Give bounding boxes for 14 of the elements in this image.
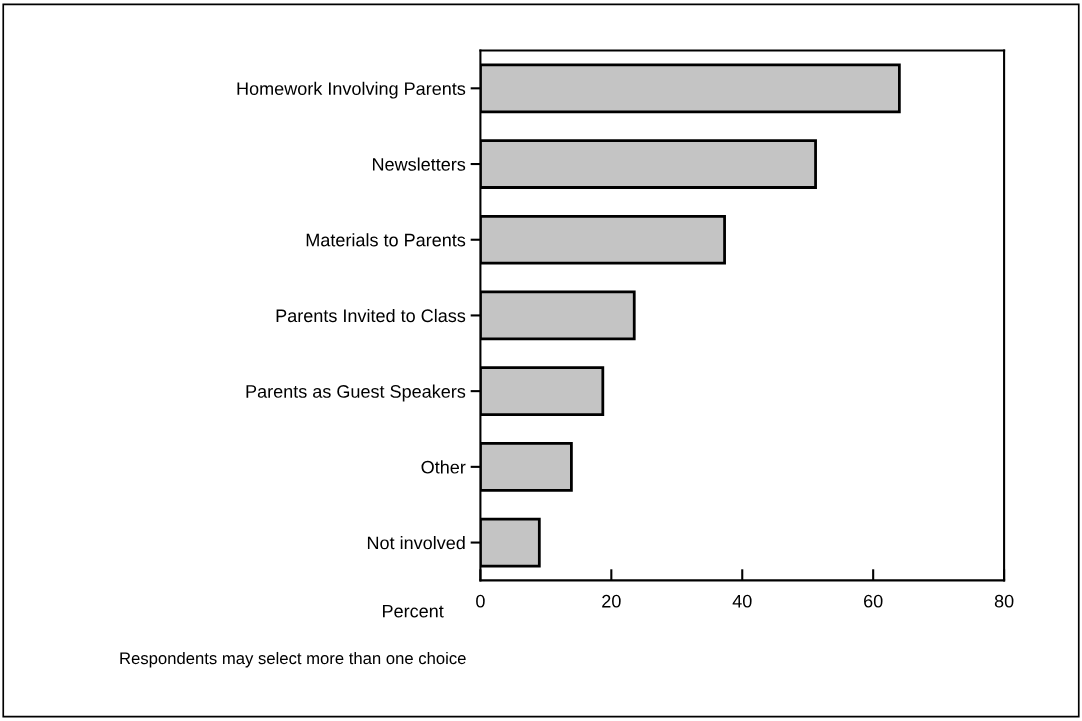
y-tick-label: Newsletters (372, 157, 466, 171)
y-tick-label: Materials to Parents (306, 233, 466, 247)
x-tick-label: 60 (864, 594, 883, 608)
x-axis-title: Percent (383, 604, 444, 618)
x-tick-label: 20 (602, 594, 621, 608)
y-tick-label: Not involved (367, 536, 465, 550)
x-tick-label: 80 (994, 594, 1014, 608)
text: Respondents may select more than one choice (120, 651, 466, 668)
y-tick-label: Other (421, 460, 466, 474)
y-tick-label: Parents as Guest Speakers (246, 384, 466, 402)
x-tick-label: 0 (476, 594, 485, 608)
y-tick-label: Parents Invited to Class (276, 308, 466, 323)
x-tick-label: 40 (732, 594, 752, 608)
y-tick-label: Homework Involving Parents (237, 81, 466, 99)
